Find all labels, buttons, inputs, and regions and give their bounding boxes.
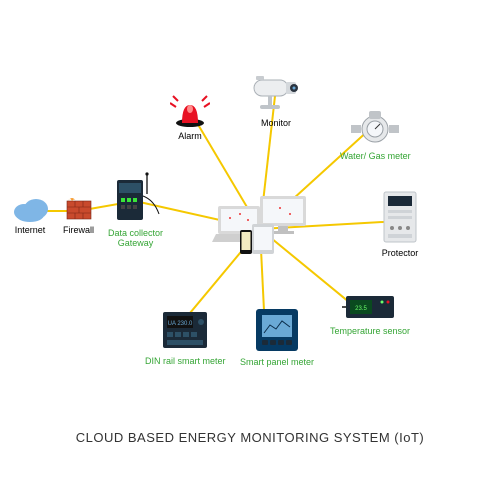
node-dinmeter: UA 230.0 DIN rail smart meter: [145, 308, 226, 366]
gateway-label: Data collector Gateway: [108, 228, 163, 248]
internet-label: Internet: [15, 225, 46, 235]
node-hub: [210, 190, 310, 266]
panel-meter-icon: [252, 305, 302, 355]
node-tempsensor: 23.5 Temperature sensor: [330, 290, 410, 336]
node-firewall: Firewall: [63, 195, 94, 235]
firewall-icon: [64, 195, 94, 223]
alarm-label: Alarm: [178, 131, 202, 141]
node-panelmeter: Smart panel meter: [240, 305, 314, 367]
protector-label: Protector: [382, 248, 419, 258]
node-protector: Protector: [380, 190, 420, 258]
firewall-label: Firewall: [63, 225, 94, 235]
water-gas-icon: [347, 105, 403, 149]
node-watergas: Water/ Gas meter: [340, 105, 411, 161]
alarm-icon: [170, 95, 210, 129]
node-alarm: Alarm: [170, 95, 210, 141]
cloud-icon: [10, 195, 50, 223]
camera-icon: [248, 70, 304, 116]
node-internet: Internet: [10, 195, 50, 235]
dinmeter-label: DIN rail smart meter: [145, 356, 226, 366]
protector-icon: [380, 190, 420, 246]
monitor-label: Monitor: [261, 118, 291, 128]
temp-sensor-icon: 23.5: [340, 290, 400, 324]
tempsensor-label: Temperature sensor: [330, 326, 410, 336]
screens-icon: [210, 190, 310, 266]
node-monitor: Monitor: [248, 70, 304, 128]
gateway-icon: [109, 170, 163, 226]
watergas-label: Water/ Gas meter: [340, 151, 411, 161]
diagram-title: CLOUD BASED ENERGY MONITORING SYSTEM (Io…: [0, 430, 500, 445]
panelmeter-label: Smart panel meter: [240, 357, 314, 367]
svg-text:UA 230.0: UA 230.0: [168, 321, 193, 327]
svg-text:23.5: 23.5: [355, 306, 367, 312]
din-meter-icon: UA 230.0: [157, 308, 213, 354]
node-gateway: Data collector Gateway: [108, 170, 163, 248]
